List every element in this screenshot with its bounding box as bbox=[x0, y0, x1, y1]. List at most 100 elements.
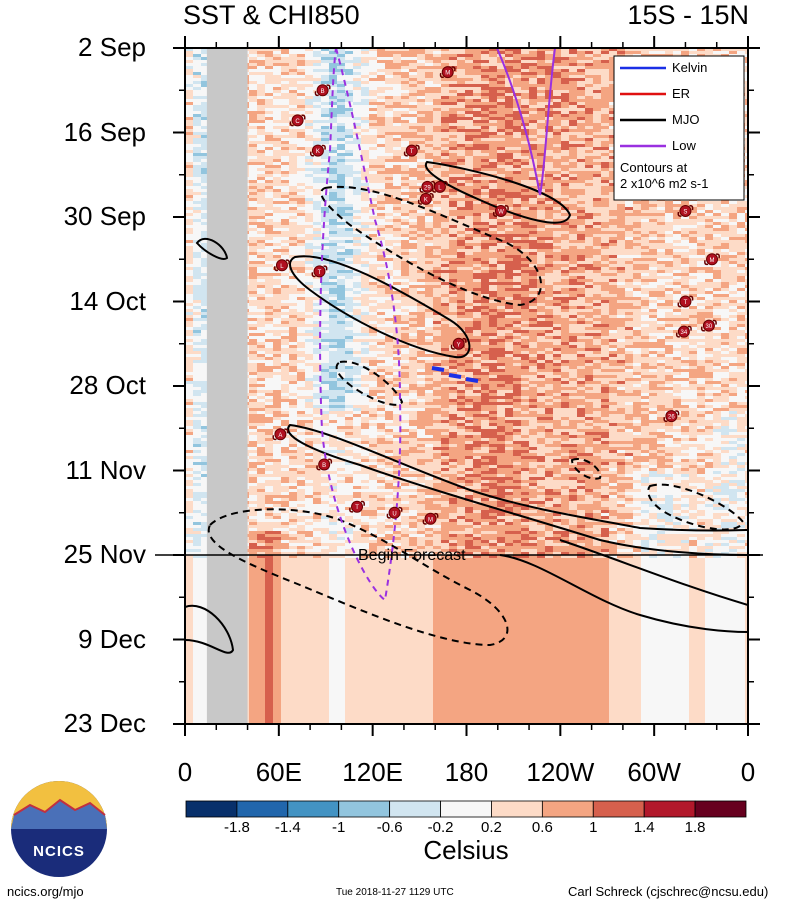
legend-label: Kelvin bbox=[672, 60, 708, 75]
footer-url[interactable]: ncics.org/mjo bbox=[7, 884, 84, 899]
contour-9 bbox=[499, 554, 748, 633]
cyclone-icon bbox=[316, 84, 329, 97]
colorbar-swatch bbox=[643, 800, 696, 818]
colorbar-tick-label: -0.6 bbox=[376, 819, 403, 836]
cyclone-marker-15: M bbox=[704, 253, 720, 266]
cyclone-arm bbox=[439, 72, 444, 79]
footer-timestamp: Tue 2018-11-27 1129 UTC bbox=[336, 887, 454, 898]
cyclone-label: C bbox=[295, 119, 300, 125]
contour-0 bbox=[195, 237, 229, 260]
cyclone-marker-12: S bbox=[677, 204, 694, 217]
colorbar bbox=[185, 800, 747, 818]
cyclone-arm bbox=[689, 295, 694, 301]
cyclone-label: 30 bbox=[706, 324, 713, 330]
cyclone-label: M bbox=[710, 258, 715, 264]
y-tick-label: 14 Oct bbox=[69, 285, 146, 316]
cyclone-arm bbox=[429, 192, 434, 199]
cyclone-icon bbox=[679, 204, 692, 217]
footer-author[interactable]: Carl Schreck (cjschrec@ncsu.edu) bbox=[568, 884, 769, 899]
cyclone-label: L bbox=[280, 264, 284, 270]
contour-10 bbox=[559, 539, 748, 606]
colorbar-swatch bbox=[592, 800, 645, 818]
contour-7 bbox=[647, 483, 745, 531]
cyclone-label: L bbox=[438, 185, 442, 191]
cyclone-arm bbox=[301, 114, 306, 120]
cyclone-label: B bbox=[321, 89, 325, 95]
cyclone-arm bbox=[451, 66, 456, 72]
x-tick-label: 60W bbox=[627, 757, 681, 787]
contour-8 bbox=[207, 508, 509, 647]
cyclone-marker-22: 26 bbox=[663, 410, 680, 423]
contour-12 bbox=[319, 48, 402, 602]
cyclone-icon bbox=[424, 512, 437, 525]
cyclone-label: U bbox=[392, 511, 396, 517]
colorbar-swatch bbox=[440, 800, 492, 818]
cyclone-arm bbox=[274, 266, 279, 272]
cyclone-arm bbox=[504, 205, 509, 211]
cyclone-icon bbox=[421, 180, 434, 193]
cyclone-marker-3: C bbox=[289, 114, 306, 127]
cyclone-arm bbox=[321, 144, 326, 150]
legend-label: MJO bbox=[672, 112, 700, 127]
colorbar-swatch bbox=[541, 800, 594, 818]
contour-2 bbox=[320, 185, 543, 307]
y-tick-label: 28 Oct bbox=[69, 370, 146, 400]
cyclone-arm bbox=[314, 91, 319, 97]
cyclone-arm bbox=[700, 326, 706, 332]
contour-13 bbox=[496, 48, 556, 196]
cyclone-label: T bbox=[355, 505, 359, 511]
cyclone-marker-24: B bbox=[316, 458, 333, 471]
cyclone-icon bbox=[275, 259, 288, 272]
cyclone-marker-13: L bbox=[274, 259, 290, 272]
cyclone-marker-9: K bbox=[417, 192, 434, 205]
cyclone-icon bbox=[313, 265, 326, 278]
contour-1 bbox=[424, 160, 572, 224]
cyclone-arm bbox=[417, 199, 423, 205]
cyclone-arm bbox=[309, 151, 315, 157]
legend-label: ER bbox=[672, 86, 691, 101]
cyclone-icon bbox=[702, 319, 715, 332]
colorbar-tick-label: -1.4 bbox=[274, 819, 301, 836]
cyclone-arm bbox=[663, 417, 668, 423]
cyclone-marker-26: U bbox=[386, 506, 403, 519]
cyclone-arm bbox=[431, 187, 437, 193]
cyclone-arm bbox=[285, 259, 290, 265]
cyclone-marker-17: T bbox=[677, 295, 694, 308]
cyclone-arm bbox=[289, 121, 294, 127]
x-tick-label: 0 bbox=[177, 757, 193, 787]
cyclone-arm bbox=[462, 337, 467, 343]
cyclone-marker-0: B bbox=[314, 84, 331, 97]
cyclone-marker-10: W bbox=[492, 204, 509, 217]
colorbar-tick-label: 1 bbox=[589, 819, 598, 836]
cyclone-marker-19: 30 bbox=[700, 319, 717, 332]
cyclone-icon bbox=[351, 500, 364, 513]
cyclone-arm bbox=[360, 500, 365, 506]
cyclone-arm bbox=[704, 260, 709, 266]
x-tick-label: 0 bbox=[740, 757, 756, 787]
cyclone-arm bbox=[311, 272, 316, 278]
colorbar-tick-label: 1.4 bbox=[633, 819, 655, 836]
cyclone-marker-8: L bbox=[431, 180, 448, 193]
cyclone-label: M bbox=[428, 517, 433, 523]
cyclone-arm bbox=[715, 253, 720, 259]
cyclone-arm bbox=[689, 205, 694, 211]
cyclone-icon bbox=[405, 144, 418, 157]
cyclone-marker-25: T bbox=[349, 500, 365, 513]
cyclone-marker-1: M bbox=[439, 66, 456, 79]
cyclone-arm bbox=[326, 84, 331, 90]
cyclone-arm bbox=[349, 507, 354, 513]
cyclone-icon bbox=[494, 204, 507, 217]
contour-11 bbox=[185, 604, 235, 654]
colorbar-swatch bbox=[185, 800, 238, 818]
cyclone-icon bbox=[419, 192, 432, 205]
contour-5 bbox=[287, 423, 748, 557]
cyclone-label: Y bbox=[457, 342, 461, 348]
cyclone-arm bbox=[677, 302, 682, 308]
cyclone-icon bbox=[274, 428, 287, 441]
cyclone-label: T bbox=[318, 270, 322, 276]
colorbar-tick-label: -1.8 bbox=[223, 819, 250, 836]
y-tick-label: 2 Sep bbox=[78, 32, 146, 62]
logo-ridge bbox=[13, 798, 106, 816]
contour-3 bbox=[289, 255, 471, 359]
cyclone-marker-18: 34 bbox=[675, 325, 692, 338]
